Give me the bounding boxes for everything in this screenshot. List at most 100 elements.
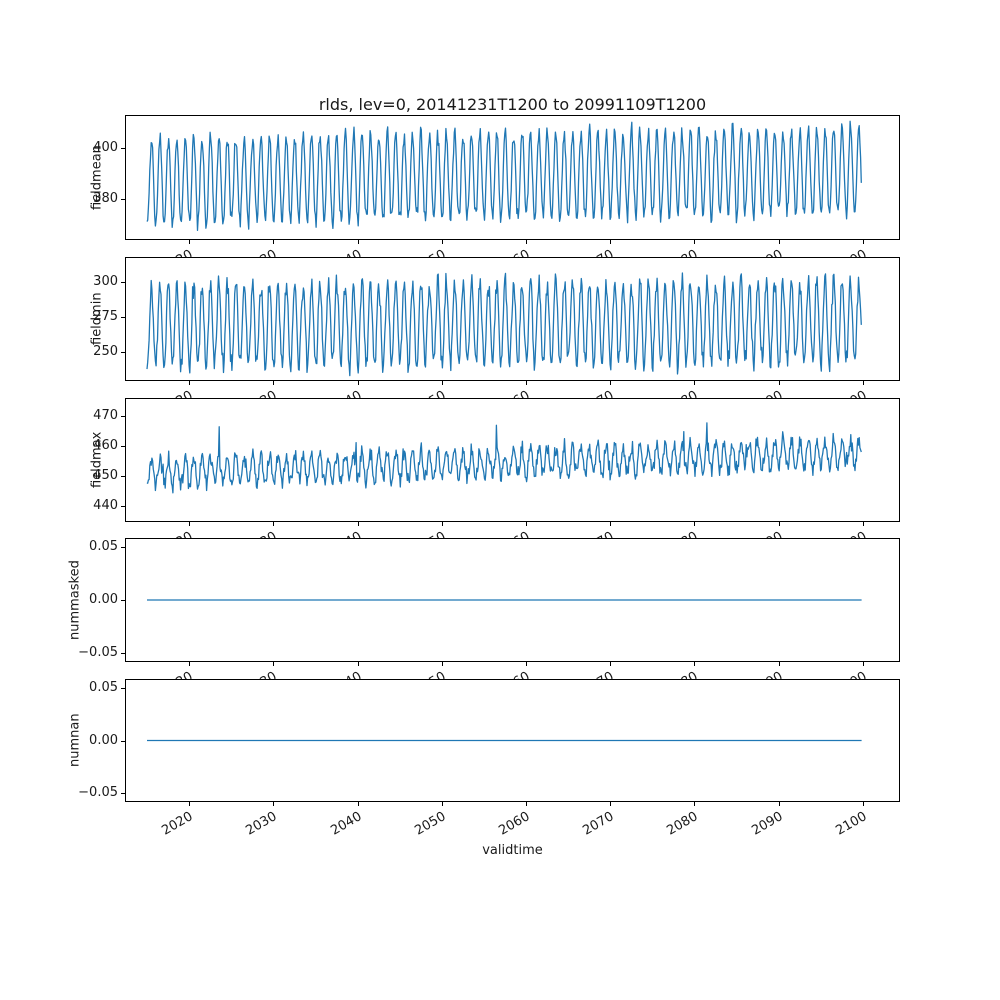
axes-numnan — [125, 679, 900, 802]
xtick-label: 2060 — [496, 809, 533, 839]
tick-mark — [778, 240, 780, 244]
tick-mark — [357, 522, 359, 526]
tick-mark — [610, 662, 612, 666]
tick-mark — [273, 240, 275, 244]
ylabel-fieldmin: fieldmin — [89, 292, 105, 346]
tick-mark — [862, 240, 864, 244]
tick-mark — [121, 415, 125, 417]
series-fieldmean — [146, 120, 862, 231]
tick-mark — [862, 662, 864, 666]
line-chart-fieldmax — [146, 422, 862, 494]
ytick-label: 0.05 — [89, 538, 118, 554]
tick-mark — [121, 653, 125, 655]
tick-mark — [357, 662, 359, 666]
tick-mark — [441, 240, 443, 244]
tick-mark — [694, 381, 696, 385]
tick-mark — [121, 740, 125, 742]
ytick-label: −0.05 — [78, 785, 118, 801]
line-chart-fieldmean — [146, 120, 862, 231]
tick-mark — [778, 662, 780, 666]
axes-nummasked — [125, 538, 900, 662]
tick-mark — [610, 802, 612, 806]
ytick-label: 380 — [93, 191, 118, 206]
tick-mark — [526, 802, 527, 806]
tick-mark — [273, 381, 275, 385]
tick-mark — [121, 351, 125, 353]
tick-mark — [189, 522, 191, 526]
ytick-label: 250 — [93, 343, 118, 359]
tick-mark — [121, 282, 125, 284]
line-chart-fieldmin — [146, 272, 862, 377]
ytick-label: 275 — [93, 308, 118, 324]
xtick-label: 2050 — [412, 809, 449, 839]
tick-mark — [862, 522, 864, 526]
ylabel-fieldmax: fieldmax — [89, 431, 105, 489]
tick-mark — [610, 381, 612, 385]
x-axis-label: validtime — [482, 843, 543, 858]
ytick-label: 460 — [93, 437, 118, 453]
tick-mark — [273, 802, 275, 806]
ytick-label: 300 — [93, 274, 118, 290]
tick-mark — [441, 522, 443, 526]
line-chart-nummasked — [147, 599, 862, 601]
tick-mark — [273, 662, 275, 666]
tick-mark — [189, 240, 191, 244]
tick-mark — [121, 445, 125, 447]
tick-mark — [694, 662, 696, 666]
xtick-label: 2090 — [748, 809, 786, 839]
tick-mark — [273, 522, 275, 526]
tick-mark — [121, 316, 125, 318]
tick-mark — [121, 199, 125, 200]
tick-mark — [694, 240, 696, 244]
tick-mark — [778, 802, 780, 806]
ylabel-numnan: numnan — [67, 713, 83, 768]
tick-mark — [694, 522, 696, 526]
tick-mark — [189, 802, 191, 806]
tick-mark — [189, 381, 191, 385]
axes-fieldmin — [125, 257, 900, 381]
tick-mark — [610, 522, 612, 526]
ylabel-fieldmean: fieldmean — [89, 145, 105, 210]
tick-mark — [526, 240, 527, 244]
tick-mark — [121, 546, 125, 548]
tick-mark — [778, 522, 780, 526]
tick-mark — [862, 802, 864, 806]
ytick-label: 0.00 — [89, 732, 118, 748]
tick-mark — [357, 802, 359, 806]
tick-mark — [189, 662, 191, 666]
tick-mark — [441, 802, 443, 806]
tick-mark — [121, 475, 125, 477]
tick-mark — [121, 793, 125, 795]
tick-mark — [121, 600, 125, 601]
ytick-label: 400 — [93, 139, 118, 155]
ytick-label: 470 — [93, 407, 118, 423]
tick-mark — [121, 147, 125, 149]
axes-fieldmax — [125, 398, 900, 522]
xtick-label: 2100 — [833, 809, 870, 839]
tick-mark — [357, 381, 359, 385]
axes-fieldmean — [125, 115, 900, 240]
tick-mark — [121, 687, 125, 689]
ytick-label: 0.05 — [89, 679, 118, 695]
ylabel-nummasked: nummasked — [67, 560, 83, 640]
xtick-label: 2080 — [664, 809, 701, 839]
ytick-label: 0.00 — [89, 592, 118, 607]
tick-mark — [357, 240, 359, 244]
tick-mark — [441, 662, 443, 666]
tick-mark — [778, 381, 780, 385]
xtick-label: 2070 — [580, 809, 617, 839]
ytick-label: −0.05 — [78, 645, 118, 661]
tick-mark — [121, 505, 125, 507]
xtick-label: 2030 — [243, 809, 280, 839]
line-chart-numnan — [147, 739, 862, 742]
ytick-label: 450 — [93, 467, 118, 483]
tick-mark — [526, 522, 527, 526]
tick-mark — [610, 240, 612, 244]
tick-mark — [862, 381, 864, 385]
tick-mark — [526, 381, 527, 385]
tick-mark — [441, 381, 443, 385]
tick-mark — [526, 662, 527, 666]
xtick-label: 2040 — [327, 809, 365, 839]
ytick-label: 440 — [93, 497, 118, 513]
